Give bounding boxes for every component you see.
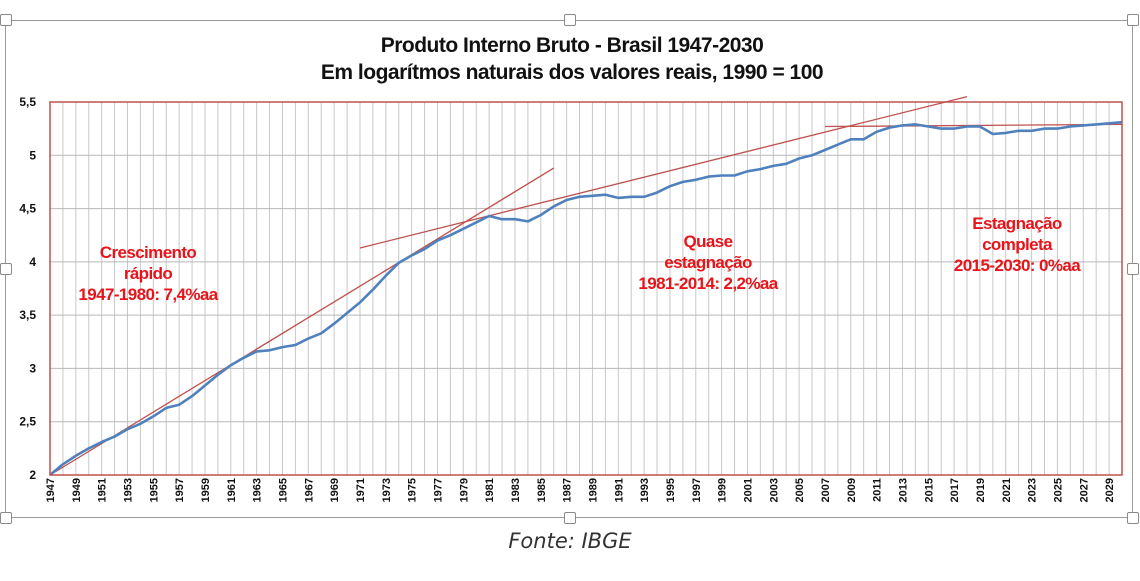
x-tick-label: 1987 <box>562 478 574 502</box>
x-tick-label: 1947 <box>45 478 57 502</box>
x-tick-label: 1957 <box>174 478 186 502</box>
annotations: Crescimento rápido 1947-1980: 7,4%aa Quase e… <box>78 214 1081 304</box>
annotation-line: Estagnação <box>972 214 1062 233</box>
resize-handle-middle-right[interactable] <box>1127 263 1139 275</box>
resize-handle-bottom-left[interactable] <box>0 512 12 524</box>
annotation-line: estagnação <box>664 253 752 272</box>
x-tick-label: 2005 <box>794 478 806 502</box>
annotation-line: 2015-2030: 0%aa <box>954 256 1081 275</box>
y-tick-label: 5 <box>29 148 36 162</box>
y-tick-label: 4 <box>29 255 36 269</box>
x-tick-label: 1975 <box>407 478 419 502</box>
y-tick-label: 5,5 <box>19 95 36 109</box>
x-tick-label: 1969 <box>329 478 341 502</box>
resize-handle-bottom-center[interactable] <box>564 512 576 524</box>
x-tick-label: 2029 <box>1104 478 1116 502</box>
x-tick-label: 1979 <box>458 478 470 502</box>
x-tick-label: 2003 <box>768 478 780 502</box>
x-tick-label: 2025 <box>1052 478 1064 502</box>
x-tick-label: 1971 <box>355 478 367 502</box>
resize-handle-top-center[interactable] <box>564 14 576 26</box>
y-tick-label: 4,5 <box>19 202 36 216</box>
x-tick-label: 1997 <box>691 478 703 502</box>
x-tick-label: 1949 <box>71 478 83 502</box>
annotation-1: Crescimento rápido 1947-1980: 7,4%aa <box>78 243 219 304</box>
series-lines <box>49 120 1123 477</box>
annotation-line: Crescimento <box>100 243 197 262</box>
resize-handle-top-right[interactable] <box>1127 14 1139 26</box>
x-tick-label: 2011 <box>872 478 884 502</box>
x-tick-label: 1953 <box>122 478 134 502</box>
x-tick-label: 1963 <box>252 478 264 502</box>
x-tick-label: 1993 <box>639 478 651 502</box>
annotation-line: 1947-1980: 7,4%aa <box>78 285 218 304</box>
source-caption: Fonte: IBGE <box>508 529 632 553</box>
x-tick-label: 1967 <box>303 478 315 502</box>
annotation-line: completa <box>982 235 1053 254</box>
annotation-line: 1981-2014: 2,2%aa <box>638 274 778 293</box>
annotation-2: Quase estagnação 1981-2014: 2,2%aa <box>638 232 779 293</box>
y-axis: 2 2,5 3 3,5 4 4,5 5 5,5 <box>19 95 36 482</box>
x-tick-label: 2021 <box>1001 478 1013 502</box>
resize-handle-middle-left[interactable] <box>0 263 12 275</box>
x-tick-label: 1951 <box>97 478 109 502</box>
x-tick-label: 2027 <box>1078 478 1090 502</box>
y-tick-label: 3,5 <box>19 308 36 322</box>
x-tick-label: 1985 <box>536 478 548 502</box>
x-tick-label: 1973 <box>381 478 393 502</box>
x-tick-label: 2013 <box>897 478 909 502</box>
annotation-line: Quase <box>684 232 733 251</box>
x-tick-label: 2023 <box>1027 478 1039 502</box>
x-tick-label: 2007 <box>820 478 832 502</box>
y-tick-label: 2 <box>29 468 36 482</box>
x-axis: 1947 1949 1951 1953 1955 1957 1959 1961 1963 1965… <box>45 478 1116 502</box>
x-tick-label: 1965 <box>277 478 289 502</box>
x-tick-label: 1983 <box>510 478 522 502</box>
y-tick-label: 2,5 <box>19 415 36 429</box>
x-tick-label: 1959 <box>200 478 212 502</box>
x-tick-label: 1991 <box>613 478 625 502</box>
x-tick-label: 1977 <box>432 478 444 502</box>
trend-line <box>359 96 968 249</box>
chart-title: Produto Interno Bruto - Brasil 1947-2030 <box>381 34 764 57</box>
x-tick-label: 2015 <box>923 478 935 502</box>
resize-handle-top-left[interactable] <box>0 14 12 26</box>
x-tick-label: 2017 <box>949 478 961 502</box>
x-tick-label: 1961 <box>226 478 238 502</box>
trend-line <box>49 167 555 476</box>
x-tick-label: 1995 <box>665 478 677 502</box>
annotation-3: Estagnação completa 2015-2030: 0%aa <box>954 214 1082 275</box>
resize-handle-bottom-right[interactable] <box>1127 512 1139 524</box>
x-tick-label: 1999 <box>717 478 729 502</box>
x-tick-label: 2001 <box>742 478 754 502</box>
x-tick-label: 2019 <box>975 478 987 502</box>
x-tick-label: 1981 <box>484 478 496 502</box>
y-tick-label: 3 <box>29 361 36 375</box>
x-tick-label: 2009 <box>846 478 858 502</box>
annotation-line: rápido <box>124 264 173 283</box>
x-tick-label: 1989 <box>587 478 599 502</box>
plot-area-border <box>49 101 1123 476</box>
chart-subtitle: Em logarítmos naturais dos valores reais… <box>321 61 823 84</box>
x-tick-label: 1955 <box>148 478 160 502</box>
series-line <box>49 120 1123 477</box>
